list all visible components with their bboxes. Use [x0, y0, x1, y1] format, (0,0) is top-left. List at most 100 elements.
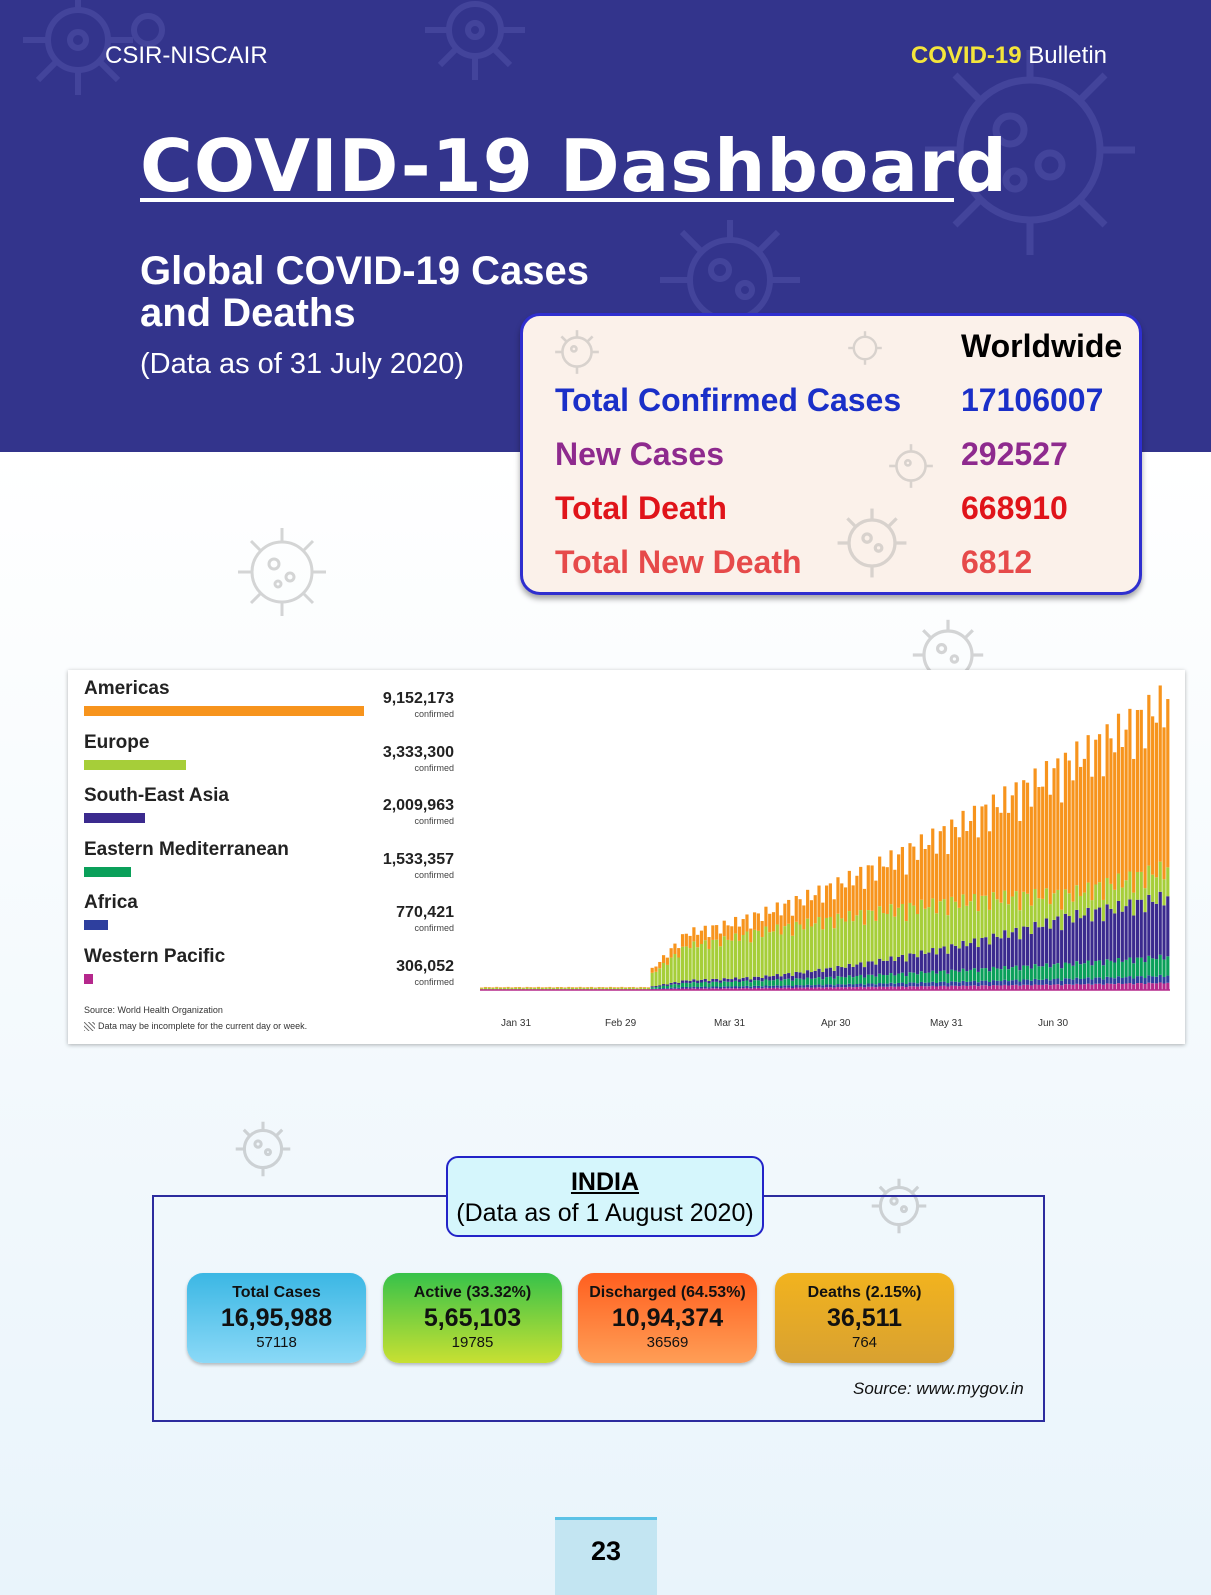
daily-case-bar [734, 988, 738, 990]
daily-case-bar [783, 979, 787, 986]
daily-case-bar [1037, 979, 1041, 985]
daily-case-bar [817, 977, 821, 985]
daily-case-bar [722, 981, 726, 987]
daily-case-bar [752, 980, 757, 986]
region-value-suffix: confirmed [414, 709, 454, 719]
daily-case-bar [874, 984, 878, 988]
daily-case-bar [878, 986, 882, 990]
daily-case-bar [1075, 961, 1079, 978]
daily-case-bar [771, 987, 776, 990]
daily-case-bar [961, 894, 965, 941]
daily-case-bar [1113, 978, 1117, 985]
daily-case-bar [1151, 716, 1155, 875]
daily-case-bar [832, 970, 836, 979]
daily-case-bar [1097, 882, 1102, 908]
daily-case-bar [658, 986, 662, 989]
daily-case-bar [768, 913, 772, 933]
daily-case-bar [961, 940, 965, 969]
daily-case-bar [961, 980, 965, 986]
daily-case-bar [639, 987, 643, 990]
daily-case-bar [737, 940, 741, 980]
daily-case-bar [661, 988, 666, 990]
daily-case-bar [646, 987, 650, 990]
daily-case-bar [919, 971, 923, 982]
daily-case-bar [1147, 955, 1151, 976]
daily-case-bar [718, 980, 723, 983]
daily-case-bar [923, 908, 927, 954]
daily-case-bar [536, 986, 541, 988]
daily-case-bar [942, 985, 946, 990]
daily-case-bar [908, 953, 912, 973]
daily-case-bar [1060, 968, 1064, 981]
region-value: 9,152,173 [382, 690, 454, 707]
daily-case-bar [745, 977, 749, 981]
daily-case-bar [521, 988, 525, 990]
daily-case-bar [976, 837, 980, 912]
daily-case-bar [768, 980, 772, 986]
daily-case-bar [988, 971, 992, 982]
daily-case-bar [991, 985, 995, 990]
daily-case-bar [802, 973, 806, 980]
daily-case-bar [745, 931, 749, 978]
daily-case-bar [741, 986, 745, 989]
daily-case-bar [707, 987, 711, 989]
daily-case-bar [1090, 776, 1094, 901]
daily-case-bar [1006, 981, 1011, 986]
daily-case-bar [798, 972, 802, 979]
daily-case-bar [957, 982, 961, 987]
daily-case-bar [514, 987, 518, 988]
chart-source: Source: World Health Organization [84, 1005, 223, 1015]
daily-case-bar [1132, 758, 1136, 893]
daily-case-bar [1128, 983, 1132, 990]
daily-case-bar [1116, 713, 1121, 874]
daily-case-bar [593, 987, 597, 989]
daily-case-bar [680, 986, 685, 989]
daily-case-bar [1135, 983, 1140, 990]
daily-case-bar [809, 900, 814, 927]
virus-decoration-icon [232, 1118, 294, 1185]
daily-case-bar [1135, 957, 1140, 977]
daily-case-bar [893, 869, 897, 917]
daily-case-bar [741, 981, 745, 987]
region-item: Eastern Mediterranean [84, 839, 289, 877]
daily-case-bar [1075, 885, 1079, 910]
daily-case-bar [752, 912, 757, 930]
daily-case-bar [931, 985, 935, 990]
who-region-chart: Americas 9,152,173 confirmed Europe 3,333,30… [68, 670, 1185, 1044]
daily-case-bar [567, 986, 571, 988]
daily-case-bar [1162, 727, 1166, 880]
daily-case-bar [912, 954, 916, 973]
daily-case-bar [1018, 910, 1022, 940]
daily-case-bar [1079, 984, 1083, 990]
daily-case-bar [669, 948, 673, 958]
daily-case-bar [1120, 911, 1124, 962]
daily-case-bar [768, 987, 772, 990]
daily-case-bar [696, 947, 700, 981]
daily-case-bar [658, 961, 662, 969]
daily-case-bar [965, 946, 969, 972]
daily-case-bar [1162, 976, 1166, 984]
daily-case-bar [851, 966, 855, 978]
daily-case-bar [828, 984, 832, 988]
daily-case-bar [847, 911, 851, 964]
daily-case-bar [889, 982, 893, 987]
daily-case-bar [1071, 984, 1075, 990]
daily-case-bar [1010, 932, 1014, 968]
daily-case-bar [756, 985, 760, 988]
stat-label: Deaths (2.15%) [807, 1284, 922, 1301]
daily-case-bar [806, 977, 810, 985]
daily-case-bar [969, 969, 973, 982]
daily-case-bar [711, 978, 715, 982]
daily-case-bar [1147, 982, 1151, 990]
daily-case-bar [1166, 982, 1170, 990]
daily-case-bar [1143, 984, 1147, 990]
daily-case-bar [908, 982, 912, 987]
daily-case-bar [1116, 976, 1121, 984]
daily-case-bar [1135, 871, 1140, 900]
daily-case-bar [862, 967, 867, 978]
daily-case-bar [1041, 786, 1045, 899]
daily-case-bar [893, 960, 897, 976]
daily-case-bar [775, 902, 779, 925]
daily-case-bar [718, 986, 723, 989]
daily-case-bar [1113, 889, 1117, 914]
